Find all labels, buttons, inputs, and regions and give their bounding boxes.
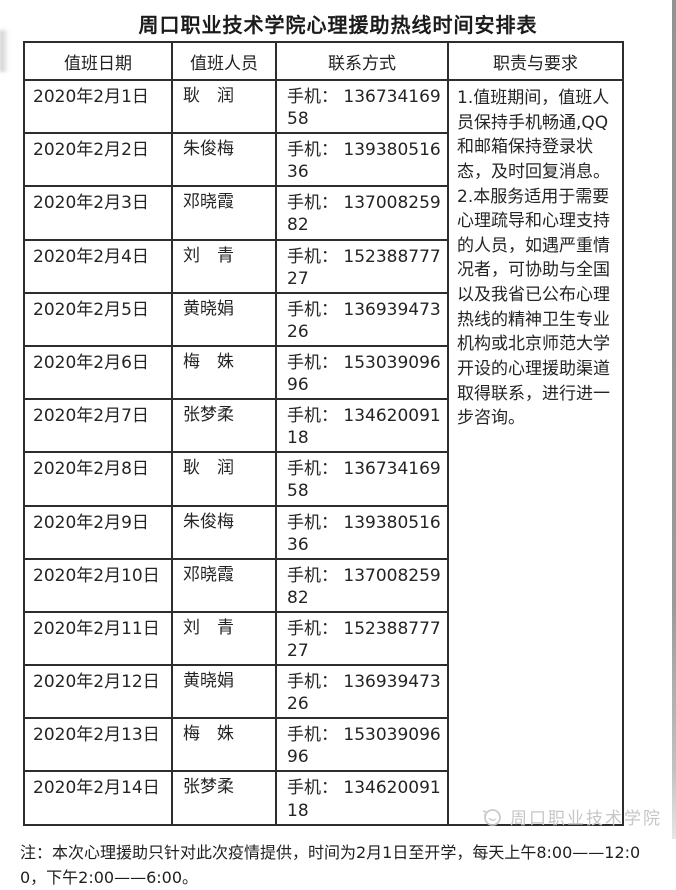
table-row: 2020年2月6日梅 姝手机： 15303909696 xyxy=(23,344,623,401)
table-row: 2020年2月11日刘 青手机： 15238877727 xyxy=(23,610,623,667)
contact-cell: 手机： 15303909696 xyxy=(275,717,449,773)
contact-cell: 手机： 13938051636 xyxy=(275,132,449,188)
header-duty-person: 值班人员 xyxy=(171,41,277,81)
contact-cell: 手机： 13462009118 xyxy=(275,770,449,826)
page-title: 周口职业技术学院心理援助热线时间安排表 xyxy=(138,13,538,37)
duty-date-cell: 2020年2月10日 xyxy=(23,557,173,613)
duty-date-cell: 2020年2月12日 xyxy=(23,664,173,720)
duty-date-cell: 2020年2月4日 xyxy=(23,238,173,294)
duty-person-cell: 梅 姝 xyxy=(171,344,277,401)
duty-date-cell: 2020年2月14日 xyxy=(23,770,173,826)
duty-date-cell: 2020年2月1日 xyxy=(23,78,173,135)
table-row: 2020年2月3日 邓晓霞 手机： 13700825982 xyxy=(23,185,623,241)
duty-person-cell: 刘 青 xyxy=(171,610,277,667)
header-duties: 职责与要求 xyxy=(447,41,624,81)
table-row: 2020年2月4日刘 青手机： 15238877727 xyxy=(23,238,623,294)
table-row: 2020年2月10日 邓晓霞 手机： 13700825982 xyxy=(23,557,623,613)
table-row: 2020年2月7日 张梦柔 手机： 13462009118 xyxy=(23,398,623,454)
duty-date-cell: 2020年2月7日 xyxy=(23,398,173,454)
duty-date-cell: 2020年2月13日 xyxy=(23,717,173,773)
duty-person-cell: 邓晓霞 xyxy=(171,185,277,241)
contact-cell: 手机： 13693947326 xyxy=(275,664,449,720)
duty-notes-cell: 1.值班期间，值班人员保持手机畅通,QQ和邮箱保持登录状态，及时回复消息。 2.本… xyxy=(447,79,624,826)
header-row: 值班日期 值班人员 联系方式 职责与要求 xyxy=(23,41,624,81)
table-row: 2020年2月12日 黄晓娟 手机： 13693947326 xyxy=(23,664,623,720)
contact-cell: 手机： 15238877727 xyxy=(275,610,449,667)
duty-note-paragraph: 1.值班期间，值班人员保持手机畅通,QQ和邮箱保持登录状态，及时回复消息。 xyxy=(457,88,610,182)
table-row: 2020年2月5日 黄晓娟 手机： 13693947326 xyxy=(23,291,623,347)
footnote: 注：本次心理援助只针对此次疫情提供，时间为2月1日至开学，每天上午8:00——1… xyxy=(20,842,641,887)
scan-edge-artifact xyxy=(672,0,676,839)
contact-cell: 手机： 13673416958 xyxy=(275,78,449,135)
header-contact: 联系方式 xyxy=(275,41,449,81)
duty-person-cell: 黄晓娟 xyxy=(171,664,277,720)
duty-date-cell: 2020年2月9日 xyxy=(23,504,173,560)
table-row: 2020年2月14日 张梦柔 手机： 13462009118 xyxy=(23,770,623,826)
duty-person-cell: 耿 润 xyxy=(171,78,277,135)
duty-person-cell: 张梦柔 xyxy=(171,770,277,826)
table-row: 2020年2月2日 朱俊梅 手机： 13938051636 xyxy=(23,132,623,188)
table-row: 2020年2月13日梅 姝手机： 15303909696 xyxy=(23,717,623,773)
contact-cell: 手机： 13938051636 xyxy=(275,504,449,560)
schedule-table: 值班日期 值班人员 联系方式 职责与要求 2020年2月1日耿 润手机： 136… xyxy=(23,41,624,826)
table-row: 2020年2月9日 朱俊梅 手机： 13938051636 xyxy=(23,504,623,560)
scan-smudge xyxy=(0,30,9,72)
table-row: 2020年2月1日耿 润手机： 13673416958 1.值班期间，值班人员保持… xyxy=(23,78,624,826)
contact-cell: 手机： 13700825982 xyxy=(275,185,449,241)
watermark-text: 周口职业技术学院 xyxy=(510,809,662,829)
contact-cell: 手机： 13700825982 xyxy=(275,557,449,613)
duty-person-cell: 黄晓娟 xyxy=(171,291,277,347)
duty-person-cell: 朱俊梅 xyxy=(171,132,277,188)
duty-date-cell: 2020年2月8日 xyxy=(23,451,173,507)
duty-date-cell: 2020年2月5日 xyxy=(23,291,173,347)
duty-date-cell: 2020年2月2日 xyxy=(23,132,173,188)
duty-note-paragraph: 2.本服务适用于需要心理疏导和心理支持的人员，如遇严重情况者，可协助与全国以及我… xyxy=(457,186,610,429)
contact-cell: 手机： 13673416958 xyxy=(275,451,449,507)
contact-cell: 手机： 13462009118 xyxy=(275,398,449,454)
duty-person-cell: 梅 姝 xyxy=(171,717,277,773)
watermark: 周口职业技术学院 xyxy=(481,804,662,829)
duty-person-cell: 刘 青 xyxy=(171,238,277,294)
contact-cell: 手机： 13693947326 xyxy=(275,291,449,347)
duty-date-cell: 2020年2月3日 xyxy=(23,185,173,241)
duty-date-cell: 2020年2月11日 xyxy=(23,610,173,667)
duty-person-cell: 朱俊梅 xyxy=(171,504,277,560)
contact-cell: 手机： 15303909696 xyxy=(275,344,449,401)
duty-person-cell: 邓晓霞 xyxy=(171,557,277,613)
duty-date-cell: 2020年2月6日 xyxy=(23,344,173,401)
schedule-body: 2020年2月1日耿 润手机： 13673416958 1.值班期间，值班人员保持… xyxy=(23,78,624,826)
duty-person-cell: 张梦柔 xyxy=(171,398,277,454)
school-logo-icon xyxy=(481,806,503,828)
contact-cell: 手机： 15238877727 xyxy=(275,238,449,294)
duty-person-cell: 耿 润 xyxy=(171,451,277,507)
header-duty-date: 值班日期 xyxy=(23,41,173,81)
table-row: 2020年2月8日耿 润手机： 13673416958 xyxy=(23,451,623,507)
